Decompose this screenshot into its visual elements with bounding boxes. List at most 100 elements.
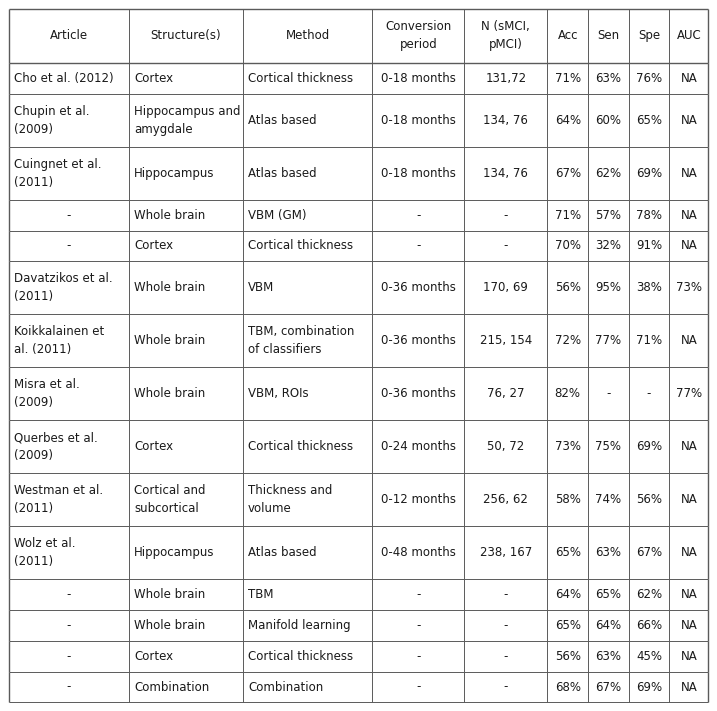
Text: Atlas based: Atlas based bbox=[248, 166, 317, 180]
Text: 68%: 68% bbox=[555, 680, 581, 693]
Text: 82%: 82% bbox=[555, 387, 581, 400]
Text: Whole brain: Whole brain bbox=[134, 282, 205, 294]
Text: 60%: 60% bbox=[595, 114, 622, 127]
Text: 63%: 63% bbox=[595, 650, 622, 663]
Text: VBM (GM): VBM (GM) bbox=[248, 208, 307, 222]
Text: Article: Article bbox=[49, 29, 88, 42]
Text: 71%: 71% bbox=[555, 208, 581, 222]
Text: NA: NA bbox=[680, 440, 697, 453]
Text: -: - bbox=[67, 588, 71, 601]
Text: Wolz et al.
(2011): Wolz et al. (2011) bbox=[14, 537, 75, 568]
Text: 72%: 72% bbox=[555, 334, 581, 347]
Text: NA: NA bbox=[680, 650, 697, 663]
Text: Cortex: Cortex bbox=[134, 440, 173, 453]
Text: -: - bbox=[67, 650, 71, 663]
Text: 66%: 66% bbox=[636, 619, 662, 632]
Text: -: - bbox=[416, 240, 420, 252]
Text: VBM, ROIs: VBM, ROIs bbox=[248, 387, 309, 400]
Text: Combination: Combination bbox=[248, 680, 323, 693]
Text: Structure(s): Structure(s) bbox=[151, 29, 222, 42]
Text: Cho et al. (2012): Cho et al. (2012) bbox=[14, 72, 113, 85]
Text: TBM: TBM bbox=[248, 588, 274, 601]
Text: -: - bbox=[503, 240, 508, 252]
Text: Acc: Acc bbox=[558, 29, 578, 42]
Text: NA: NA bbox=[680, 619, 697, 632]
Text: Cortex: Cortex bbox=[134, 650, 173, 663]
Text: -: - bbox=[416, 588, 420, 601]
Text: Atlas based: Atlas based bbox=[248, 546, 317, 559]
Text: -: - bbox=[503, 680, 508, 693]
Text: 67%: 67% bbox=[636, 546, 662, 559]
Text: Thickness and
volume: Thickness and volume bbox=[248, 484, 333, 515]
Text: Chupin et al.
(2009): Chupin et al. (2009) bbox=[14, 105, 89, 136]
Text: AUC: AUC bbox=[676, 29, 701, 42]
Text: Koikkalainen et
al. (2011): Koikkalainen et al. (2011) bbox=[14, 326, 104, 356]
Text: TBM, combination
of classifiers: TBM, combination of classifiers bbox=[248, 326, 354, 356]
Text: NA: NA bbox=[680, 680, 697, 693]
Text: 215, 154: 215, 154 bbox=[480, 334, 532, 347]
Text: 76%: 76% bbox=[636, 72, 662, 85]
Text: 50, 72: 50, 72 bbox=[487, 440, 524, 453]
Text: 70%: 70% bbox=[555, 240, 581, 252]
Text: -: - bbox=[416, 619, 420, 632]
Text: 65%: 65% bbox=[595, 588, 622, 601]
Text: 63%: 63% bbox=[595, 72, 622, 85]
Text: 75%: 75% bbox=[595, 440, 622, 453]
Text: Conversion
period: Conversion period bbox=[385, 20, 452, 51]
Text: -: - bbox=[67, 619, 71, 632]
Text: Cortical thickness: Cortical thickness bbox=[248, 650, 353, 663]
Text: Whole brain: Whole brain bbox=[134, 208, 205, 222]
Text: 78%: 78% bbox=[636, 208, 662, 222]
Text: VBM: VBM bbox=[248, 282, 275, 294]
Text: 73%: 73% bbox=[555, 440, 581, 453]
Text: Cortex: Cortex bbox=[134, 240, 173, 252]
Text: Westman et al.
(2011): Westman et al. (2011) bbox=[14, 484, 103, 515]
Text: Whole brain: Whole brain bbox=[134, 334, 205, 347]
Text: NA: NA bbox=[680, 166, 697, 180]
Text: NA: NA bbox=[680, 546, 697, 559]
Text: 64%: 64% bbox=[595, 619, 622, 632]
Text: Sen: Sen bbox=[597, 29, 619, 42]
Text: 67%: 67% bbox=[555, 166, 581, 180]
Text: Hippocampus: Hippocampus bbox=[134, 166, 214, 180]
Text: 64%: 64% bbox=[555, 114, 581, 127]
Text: 238, 167: 238, 167 bbox=[480, 546, 532, 559]
Text: NA: NA bbox=[680, 493, 697, 506]
Text: -: - bbox=[503, 208, 508, 222]
Text: Spe: Spe bbox=[638, 29, 660, 42]
Text: -: - bbox=[503, 619, 508, 632]
Text: 0-12 months: 0-12 months bbox=[381, 493, 456, 506]
Text: Hippocampus: Hippocampus bbox=[134, 546, 214, 559]
Text: Cortical thickness: Cortical thickness bbox=[248, 440, 353, 453]
Text: 56%: 56% bbox=[555, 650, 581, 663]
Text: -: - bbox=[606, 387, 610, 400]
Text: NA: NA bbox=[680, 208, 697, 222]
Text: 0-18 months: 0-18 months bbox=[381, 166, 456, 180]
Text: Combination: Combination bbox=[134, 680, 209, 693]
Text: Atlas based: Atlas based bbox=[248, 114, 317, 127]
Text: 64%: 64% bbox=[555, 588, 581, 601]
Text: Whole brain: Whole brain bbox=[134, 588, 205, 601]
Text: Whole brain: Whole brain bbox=[134, 619, 205, 632]
Text: N (sMCI,
pMCI): N (sMCI, pMCI) bbox=[481, 20, 530, 51]
Text: Method: Method bbox=[285, 29, 330, 42]
Text: 65%: 65% bbox=[636, 114, 662, 127]
Text: 0-24 months: 0-24 months bbox=[381, 440, 456, 453]
Text: 0-36 months: 0-36 months bbox=[381, 282, 456, 294]
Text: 77%: 77% bbox=[595, 334, 622, 347]
Text: Manifold learning: Manifold learning bbox=[248, 619, 351, 632]
Text: 71%: 71% bbox=[555, 72, 581, 85]
Text: Querbes et al.
(2009): Querbes et al. (2009) bbox=[14, 431, 98, 462]
Text: -: - bbox=[67, 240, 71, 252]
Text: NA: NA bbox=[680, 72, 697, 85]
Text: -: - bbox=[503, 650, 508, 663]
Text: 131,72: 131,72 bbox=[485, 72, 526, 85]
Text: 0-36 months: 0-36 months bbox=[381, 334, 456, 347]
Text: NA: NA bbox=[680, 334, 697, 347]
Text: 38%: 38% bbox=[636, 282, 662, 294]
Text: Misra et al.
(2009): Misra et al. (2009) bbox=[14, 378, 80, 410]
Text: 65%: 65% bbox=[555, 619, 581, 632]
Text: -: - bbox=[503, 588, 508, 601]
Text: 69%: 69% bbox=[636, 680, 662, 693]
Text: 63%: 63% bbox=[595, 546, 622, 559]
